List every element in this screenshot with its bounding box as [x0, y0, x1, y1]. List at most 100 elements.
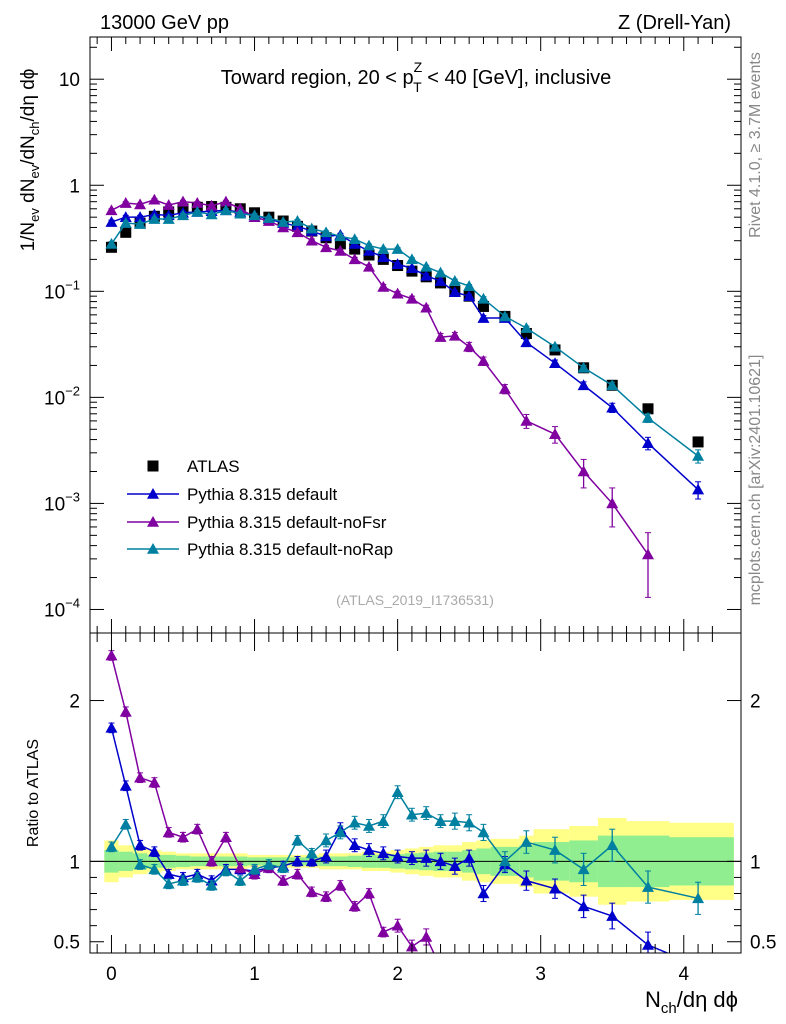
ratio-y-tick-label-right: 2	[750, 692, 761, 713]
ratio-point	[420, 807, 433, 818]
ratio-point	[520, 836, 533, 847]
ratio-point	[642, 881, 654, 892]
series-point	[277, 221, 290, 233]
legend-marker	[147, 543, 159, 554]
ratio-panel: 0 1 2 3 4 0.5 0.5 1 1 2 2 Ratio to ATLAS Nch/dη dϕ	[25, 632, 776, 1017]
ratio-point	[420, 852, 433, 863]
series-point	[498, 382, 511, 394]
ratio-point	[549, 882, 561, 894]
ratio-point	[377, 926, 390, 937]
legend-label: Pythia 8.315 default-noRap	[187, 540, 393, 559]
ratio-point	[348, 816, 361, 828]
ratio-point	[577, 863, 590, 875]
ratio-point	[420, 930, 433, 942]
series-point	[363, 244, 375, 256]
ratio-point	[391, 919, 404, 931]
series-point	[363, 239, 375, 251]
ratio-point	[477, 826, 490, 838]
ratio-point	[692, 960, 704, 971]
ratio-point	[348, 900, 361, 912]
ratio-point	[134, 858, 147, 870]
ratio-point	[291, 868, 304, 880]
ratio-series	[105, 649, 705, 971]
ratio-point	[177, 874, 189, 886]
ratio-series-0	[105, 721, 704, 971]
ratio-point	[448, 860, 461, 871]
series-point	[291, 215, 304, 226]
series-point	[219, 204, 232, 216]
ratio-y-tick-label-right: 0.5	[750, 933, 776, 954]
series-point	[577, 465, 590, 477]
ratio-point	[334, 826, 347, 838]
ratio-point	[448, 815, 461, 826]
ratio-line	[110, 655, 435, 953]
legend-marker	[147, 460, 159, 472]
atlas-point	[334, 238, 346, 250]
series-point	[577, 361, 590, 373]
ratio-point	[363, 844, 375, 855]
ratio-point	[262, 858, 275, 870]
ratio-point	[248, 863, 261, 875]
series-point	[162, 213, 175, 224]
series-point	[320, 226, 333, 238]
ratio-x-tick-label: 4	[678, 964, 689, 985]
ratio-series-2	[105, 785, 705, 915]
ratio-line	[110, 790, 699, 900]
series-point	[377, 280, 390, 292]
series-point	[692, 483, 705, 495]
ratio-point	[305, 855, 318, 867]
main-panel: 10 1 10−1 10−2 10−3 10−4 Toward region, 20 < …	[18, 36, 742, 634]
series-point	[577, 379, 590, 391]
ratio-point	[277, 874, 290, 886]
y-tick-label: 10	[59, 70, 80, 91]
series-point	[377, 243, 390, 254]
series-point	[119, 211, 132, 222]
series-point	[520, 414, 533, 426]
xlabel-pre: N	[645, 987, 661, 1012]
ratio-y-tick-label: 0.5	[54, 933, 80, 954]
series-point	[148, 213, 161, 224]
series-point	[692, 449, 705, 461]
series-point	[391, 243, 404, 254]
ratio-point	[642, 938, 654, 950]
series-point	[134, 211, 147, 222]
ratio-point	[391, 850, 404, 862]
ratio-point	[119, 705, 132, 717]
series-point	[520, 336, 533, 348]
series-point	[463, 290, 476, 301]
series-point	[606, 379, 619, 391]
series-point	[549, 340, 561, 352]
ratio-point	[205, 879, 218, 891]
series-point	[405, 292, 418, 304]
ratio-axis-ticks: 0 1 2 3 4 0.5 0.5 1 1 2 2	[54, 633, 776, 985]
y-tick-label: 10−1	[44, 277, 80, 303]
main-ylabel: 1/Nev dNev/dNch/dη dϕ	[18, 69, 42, 252]
atlas-point	[477, 300, 489, 312]
atlas-point	[120, 226, 132, 238]
series-point	[234, 207, 247, 219]
ratio-point	[405, 808, 418, 820]
header-left: 13000 GeV pp	[100, 12, 229, 34]
y-tick-label: 10−4	[44, 595, 80, 621]
y-tick-label: 10−2	[44, 383, 80, 409]
ratio-point	[305, 885, 318, 897]
ratio-x-tick-label: 1	[249, 964, 260, 985]
ratio-point	[520, 874, 533, 886]
series-point	[305, 234, 318, 246]
title-pre: Toward region, 20 < p	[221, 67, 414, 89]
ratio-point	[119, 818, 132, 830]
rivet-version-label: Rivet 4.1.0, ≥ 3.7M events	[747, 52, 764, 238]
series-point	[520, 322, 533, 333]
series-point	[219, 195, 232, 207]
y-tick-label: 10−3	[44, 489, 80, 515]
xlabel-post: /dη dϕ	[677, 987, 738, 1012]
ratio-point	[549, 844, 561, 855]
series-point	[463, 280, 476, 291]
xlabel-sub: ch	[661, 1000, 677, 1017]
ratio-point	[148, 863, 161, 875]
ratio-point	[162, 868, 175, 880]
series-point	[549, 428, 561, 439]
ratio-point	[434, 855, 447, 867]
series-point	[320, 241, 333, 253]
main-axis-ticks: 10 1 10−1 10−2 10−3 10−4	[44, 37, 741, 633]
